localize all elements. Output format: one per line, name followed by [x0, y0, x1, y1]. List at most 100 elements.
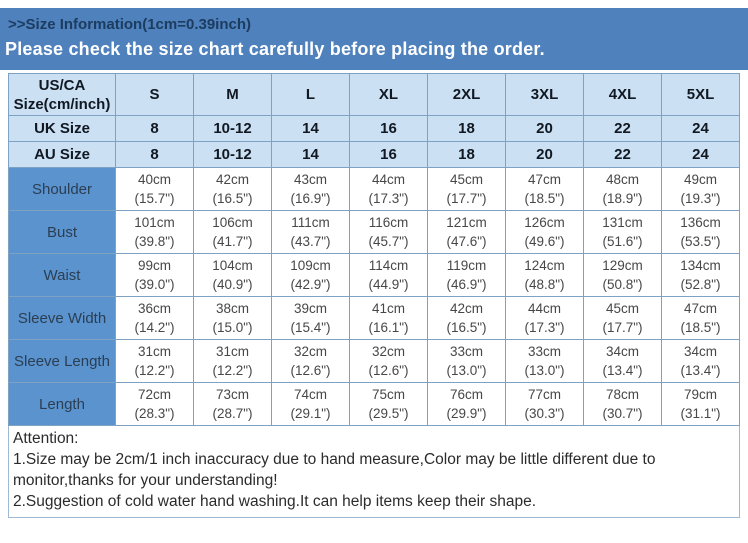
measurement-row-label: Bust — [8, 210, 116, 254]
size-info-banner: >>Size Information(1cm=0.39inch) Please … — [0, 8, 748, 70]
measurement-inch-value: (17.7") — [446, 191, 487, 206]
measurement-cell: 47cm (18.5") — [505, 167, 584, 211]
size-header-cell: 3XL — [505, 73, 584, 116]
size-value-cell: 14 — [271, 115, 350, 142]
measurement-cm-value: 42cm — [449, 301, 483, 316]
measurement-inch-value: (12.6") — [290, 363, 331, 378]
measurement-cell: 106cm (41.7") — [193, 210, 272, 254]
measurement-inch-value: (52.8") — [680, 277, 721, 292]
measurement-inch-value: (48.8") — [524, 277, 565, 292]
measurement-cm-value: 34cm — [683, 344, 717, 359]
measurement-inch-value: (18.5") — [524, 191, 565, 206]
measurement-cell: 48cm (18.9") — [583, 167, 662, 211]
measurement-cm-value: 73cm — [215, 387, 249, 402]
measurement-cell: 45cm (17.7") — [427, 167, 506, 211]
measurement-inch-value: (43.7") — [290, 234, 331, 249]
measurement-inch-value: (15.7") — [134, 191, 175, 206]
size-row: AU Size 8 10-12 14 16 18 20 22 24 — [8, 141, 740, 168]
measurement-cm-value: 43cm — [293, 172, 327, 187]
size-value-cell: 10-12 — [193, 141, 272, 168]
measurement-inch-value: (28.7") — [212, 406, 253, 421]
measurement-cm-value: 45cm — [605, 301, 639, 316]
measurement-inch-value: (17.3") — [524, 320, 565, 335]
measurement-cell: 33cm (13.0") — [505, 339, 584, 383]
measurement-inch-value: (16.5") — [446, 320, 487, 335]
measurement-cell: 42cm (16.5") — [193, 167, 272, 211]
measurement-inch-value: (16.1") — [368, 320, 409, 335]
size-value-cell: 22 — [583, 115, 662, 142]
measurement-inch-value: (40.9") — [212, 277, 253, 292]
measurement-cm-value: 111cm — [291, 215, 330, 230]
measurement-cell: 136cm (53.5") — [661, 210, 740, 254]
size-header-cell: 5XL — [661, 73, 740, 116]
size-row: UK Size 8 10-12 14 16 18 20 22 24 — [8, 115, 740, 142]
measurement-cm-value: 77cm — [527, 387, 561, 402]
measurement-inch-value: (13.0") — [446, 363, 487, 378]
size-header-cell: 2XL — [427, 73, 506, 116]
measurement-inch-value: (45.7") — [368, 234, 409, 249]
measurement-cm-value: 34cm — [605, 344, 639, 359]
size-table: US/CA Size(cm/inch) S M L XL 2XL 3XL 4XL 5XL UK S… — [8, 73, 740, 426]
measurement-cell: 75cm (29.5") — [349, 382, 428, 426]
measurement-inch-value: (18.5") — [680, 320, 721, 335]
measurement-inch-value: (16.9") — [290, 191, 331, 206]
measurement-cm-value: 32cm — [371, 344, 405, 359]
measurement-row: Length 72cm (28.3") 73cm (28.7") 74cm (29.1") 7… — [8, 382, 740, 426]
measurement-inch-value: (17.7") — [602, 320, 643, 335]
measurement-cm-value: 75cm — [371, 387, 405, 402]
size-header-cell: XL — [349, 73, 428, 116]
measurement-cell: 114cm (44.9") — [349, 253, 428, 297]
measurement-inch-value: (13.4") — [602, 363, 643, 378]
measurement-cm-value: 101cm — [134, 215, 175, 230]
measurement-cm-value: 99cm — [137, 258, 171, 273]
measurement-inch-value: (12.6") — [368, 363, 409, 378]
measurement-cm-value: 33cm — [527, 344, 561, 359]
measurement-cell: 116cm (45.7") — [349, 210, 428, 254]
measurement-cell: 111cm (43.7") — [271, 210, 350, 254]
measurement-inch-value: (41.7") — [212, 234, 253, 249]
measurement-cell: 34cm (13.4") — [583, 339, 662, 383]
measurement-cm-value: 45cm — [449, 172, 483, 187]
measurement-cell: 36cm (14.2") — [115, 296, 194, 340]
measurement-cm-value: 44cm — [371, 172, 405, 187]
measurement-inch-value: (42.9") — [290, 277, 331, 292]
measurement-inch-value: (12.2") — [134, 363, 175, 378]
size-value-cell: 10-12 — [193, 115, 272, 142]
measurement-cm-value: 31cm — [137, 344, 171, 359]
measurement-inch-value: (44.9") — [368, 277, 409, 292]
measurement-cm-value: 124cm — [524, 258, 565, 273]
measurement-cell: 49cm (19.3") — [661, 167, 740, 211]
measurement-cm-value: 78cm — [605, 387, 639, 402]
measurement-cell: 33cm (13.0") — [427, 339, 506, 383]
measurement-inch-value: (13.0") — [524, 363, 565, 378]
size-value-cell: 8 — [115, 115, 194, 142]
measurement-cell: 31cm (12.2") — [193, 339, 272, 383]
page-title: >>Size Information(1cm=0.39inch) — [8, 16, 251, 33]
attention-note-2: 2.Suggestion of cold water hand washing.… — [13, 493, 537, 510]
measurement-cell: 42cm (16.5") — [427, 296, 506, 340]
measurement-cell: 32cm (12.6") — [271, 339, 350, 383]
measurement-cm-value: 42cm — [215, 172, 249, 187]
measurement-row-label: Sleeve Length — [8, 339, 116, 383]
measurement-cm-value: 119cm — [446, 258, 487, 273]
measurement-cell: 77cm (30.3") — [505, 382, 584, 426]
measurement-cell: 72cm (28.3") — [115, 382, 194, 426]
measurement-inch-value: (19.3") — [680, 191, 721, 206]
size-value-cell: 16 — [349, 141, 428, 168]
measurement-cm-value: 116cm — [368, 215, 409, 230]
measurement-cm-value: 39cm — [293, 301, 327, 316]
measurement-inch-value: (29.5") — [368, 406, 409, 421]
measurement-cm-value: 129cm — [602, 258, 643, 273]
size-header-cell: M — [193, 73, 272, 116]
measurement-cell: 126cm (49.6") — [505, 210, 584, 254]
measurement-inch-value: (29.1") — [290, 406, 331, 421]
measurement-inch-value: (15.4") — [290, 320, 331, 335]
measurement-cell: 129cm (50.8") — [583, 253, 662, 297]
measurement-cm-value: 72cm — [137, 387, 171, 402]
size-header-cell: L — [271, 73, 350, 116]
measurement-cm-value: 76cm — [449, 387, 483, 402]
measurement-cm-value: 36cm — [137, 301, 171, 316]
measurement-cell: 78cm (30.7") — [583, 382, 662, 426]
measurement-cell: 39cm (15.4") — [271, 296, 350, 340]
size-value-cell: 20 — [505, 141, 584, 168]
